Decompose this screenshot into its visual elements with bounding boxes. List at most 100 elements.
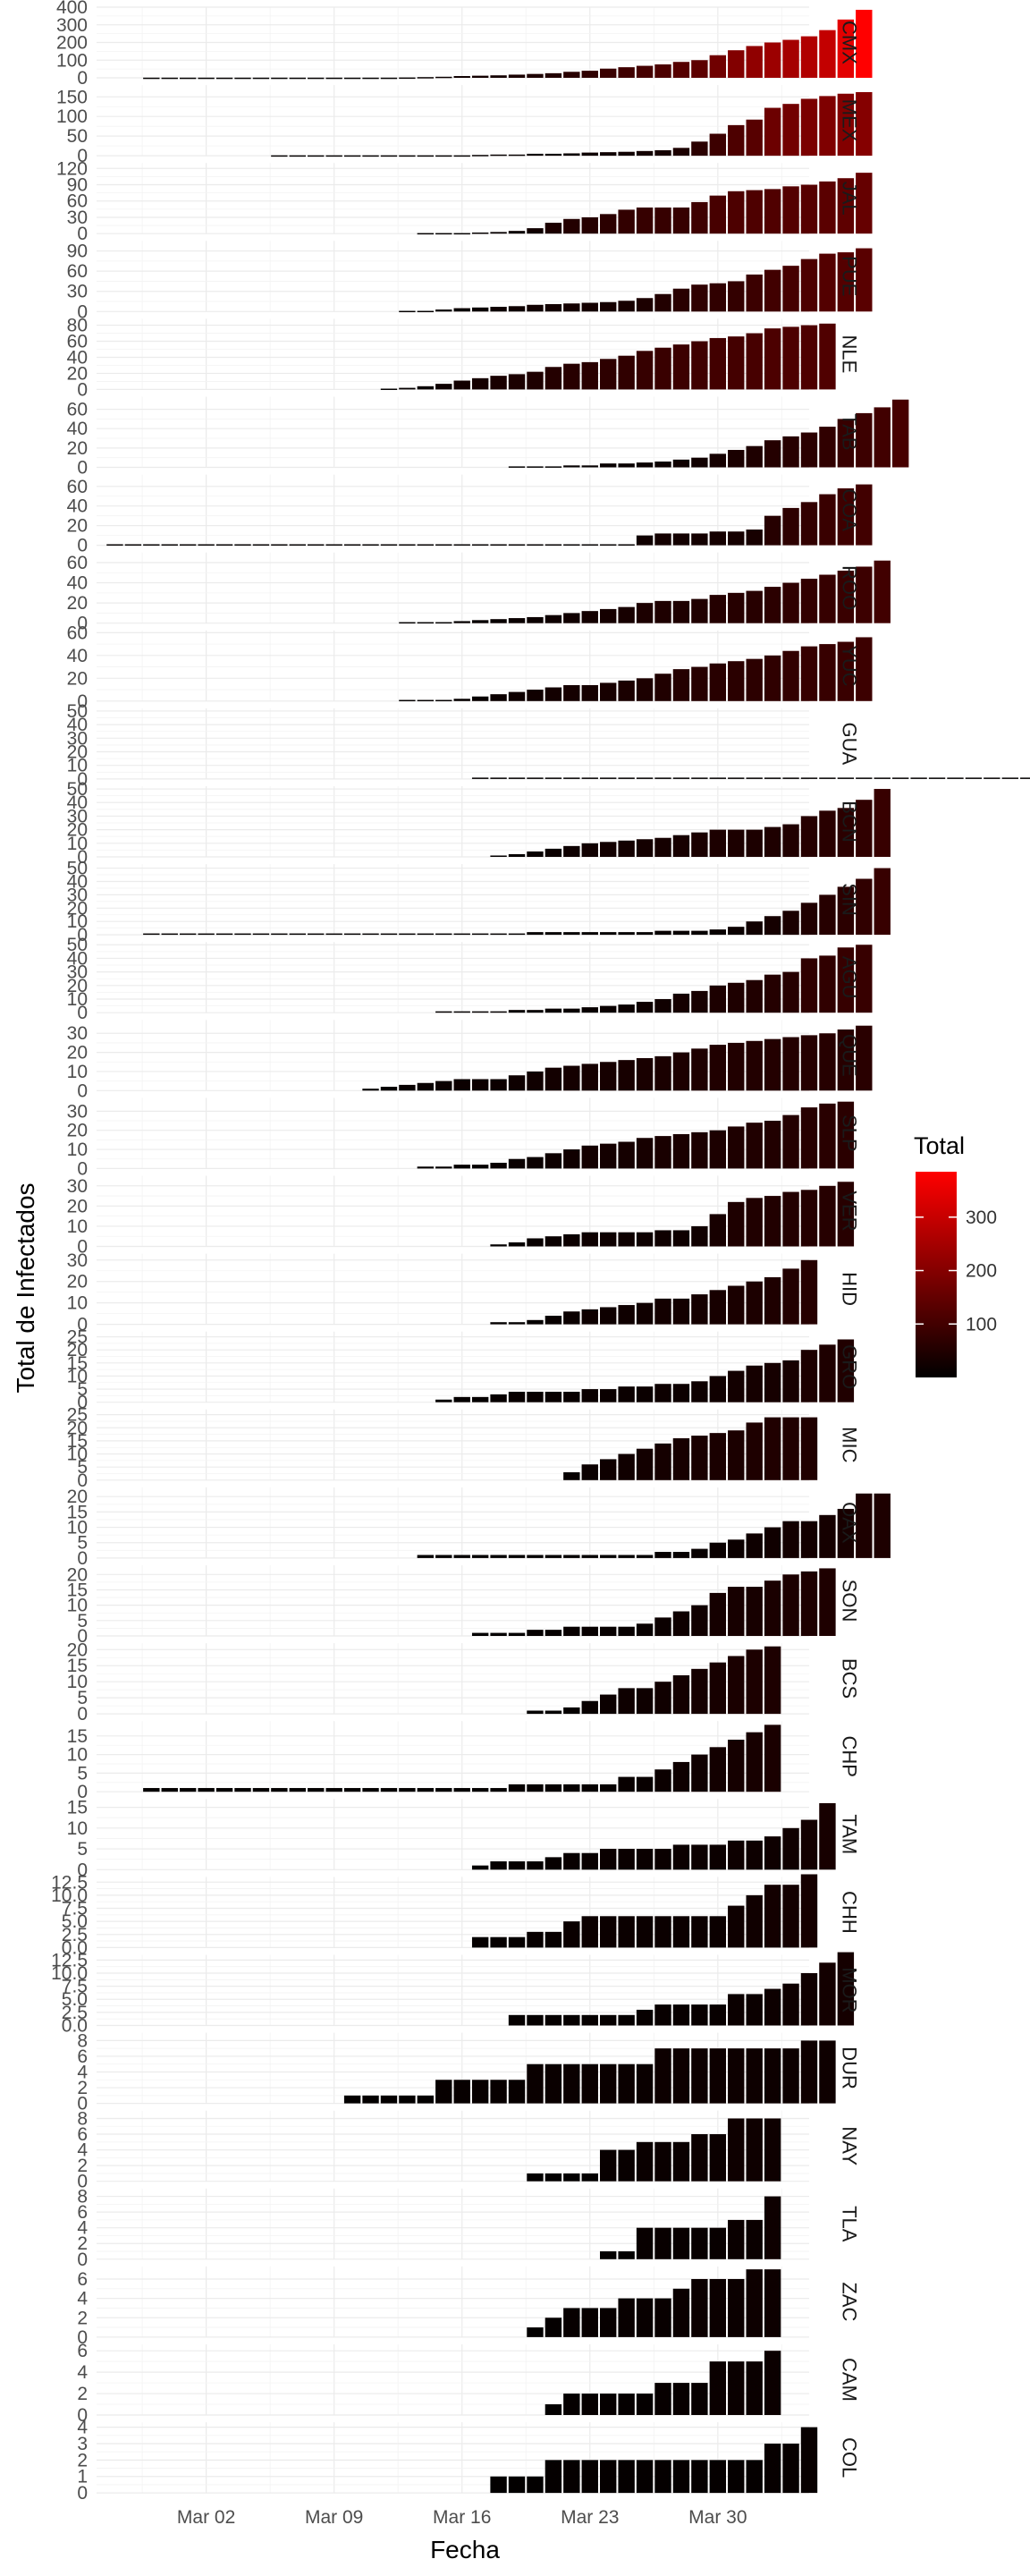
bar	[636, 2460, 654, 2494]
bar	[654, 1298, 671, 1325]
bar	[490, 2080, 507, 2104]
bar	[545, 153, 562, 157]
y-tick-label: 4	[77, 2140, 88, 2161]
bar	[325, 1788, 342, 1792]
y-tick-label: 20	[67, 1121, 88, 1141]
bar	[856, 878, 873, 936]
bar	[800, 1874, 818, 1948]
bar	[709, 2048, 727, 2104]
bar	[600, 2014, 617, 2026]
bar	[508, 1936, 526, 1948]
bar	[527, 304, 544, 312]
bar	[1020, 777, 1030, 779]
bar	[490, 1936, 507, 1948]
y-tick-label: 12.5	[51, 1872, 88, 1893]
bar	[709, 985, 727, 1013]
bar	[490, 855, 507, 857]
bar	[746, 46, 763, 78]
bar	[746, 1422, 763, 1480]
y-tick-label: 2	[77, 2450, 88, 2470]
y-tick-label: 6	[77, 2046, 88, 2067]
bar	[618, 1232, 635, 1247]
bar	[563, 1555, 580, 1558]
bar	[581, 1063, 598, 1091]
bar	[600, 1626, 617, 1636]
bar	[471, 1632, 489, 1636]
bar	[527, 371, 544, 390]
y-tick-label: 0	[77, 1470, 88, 1491]
bar	[581, 216, 598, 234]
bar	[800, 1972, 818, 2026]
bar	[746, 119, 763, 157]
bar	[891, 777, 909, 779]
bar	[435, 933, 452, 936]
y-tick-label: 10	[67, 989, 88, 1010]
bar	[928, 777, 946, 779]
bar	[545, 932, 562, 936]
bar	[490, 619, 507, 623]
bar	[709, 337, 727, 390]
bar	[636, 777, 654, 779]
bar	[782, 582, 799, 623]
y-tick-label: 40	[67, 347, 88, 368]
strip-label: BCN	[839, 801, 861, 842]
bar	[654, 1055, 671, 1091]
bar	[508, 777, 526, 779]
bar	[709, 453, 727, 468]
bar	[508, 853, 526, 857]
bar	[618, 777, 635, 779]
bar	[837, 1952, 855, 2026]
bar	[819, 181, 836, 234]
bar	[179, 933, 197, 936]
bar	[672, 1298, 690, 1325]
strip-label: SON	[839, 1580, 861, 1623]
bar	[672, 1761, 690, 1792]
bar	[545, 223, 562, 234]
bar	[800, 1107, 818, 1169]
bar	[563, 72, 580, 78]
bar	[618, 1916, 635, 1948]
bar	[654, 293, 671, 312]
bar	[636, 1448, 654, 1480]
bar	[618, 2251, 635, 2259]
bar	[636, 1302, 654, 1325]
bar	[691, 2460, 708, 2494]
strip-label: JAL	[839, 182, 861, 216]
bar	[746, 1198, 763, 1247]
y-tick-label: 25	[67, 1327, 88, 1348]
bar	[343, 2095, 361, 2104]
y-tick-label: 4	[77, 2362, 88, 2383]
bar	[490, 1861, 507, 1870]
y-tick-label: 6	[77, 2341, 88, 2361]
y-tick-label: 15	[67, 1726, 88, 1747]
bar	[672, 1133, 690, 1169]
bar	[728, 50, 745, 78]
bar	[581, 2308, 598, 2337]
bar	[800, 958, 818, 1013]
bar	[837, 571, 855, 623]
y-tick-label: 10	[67, 756, 88, 776]
bar	[654, 1916, 671, 1948]
y-tick-label: 8	[77, 2187, 88, 2207]
bar	[563, 613, 580, 623]
bar	[198, 77, 215, 80]
bar	[508, 1392, 526, 1402]
bar	[618, 1626, 635, 1636]
bar	[563, 544, 580, 546]
bar	[417, 544, 435, 546]
y-tick-label: 40	[67, 419, 88, 439]
bar	[527, 1784, 544, 1792]
y-tick-label: 4	[77, 2289, 88, 2309]
bar	[453, 380, 470, 390]
bar	[709, 2227, 727, 2259]
bar	[819, 810, 836, 857]
bar	[380, 77, 398, 80]
y-tick-label: 10	[67, 1140, 88, 1160]
bar	[764, 328, 781, 390]
bar	[746, 2269, 763, 2337]
bar	[819, 427, 836, 468]
bar	[215, 544, 233, 546]
